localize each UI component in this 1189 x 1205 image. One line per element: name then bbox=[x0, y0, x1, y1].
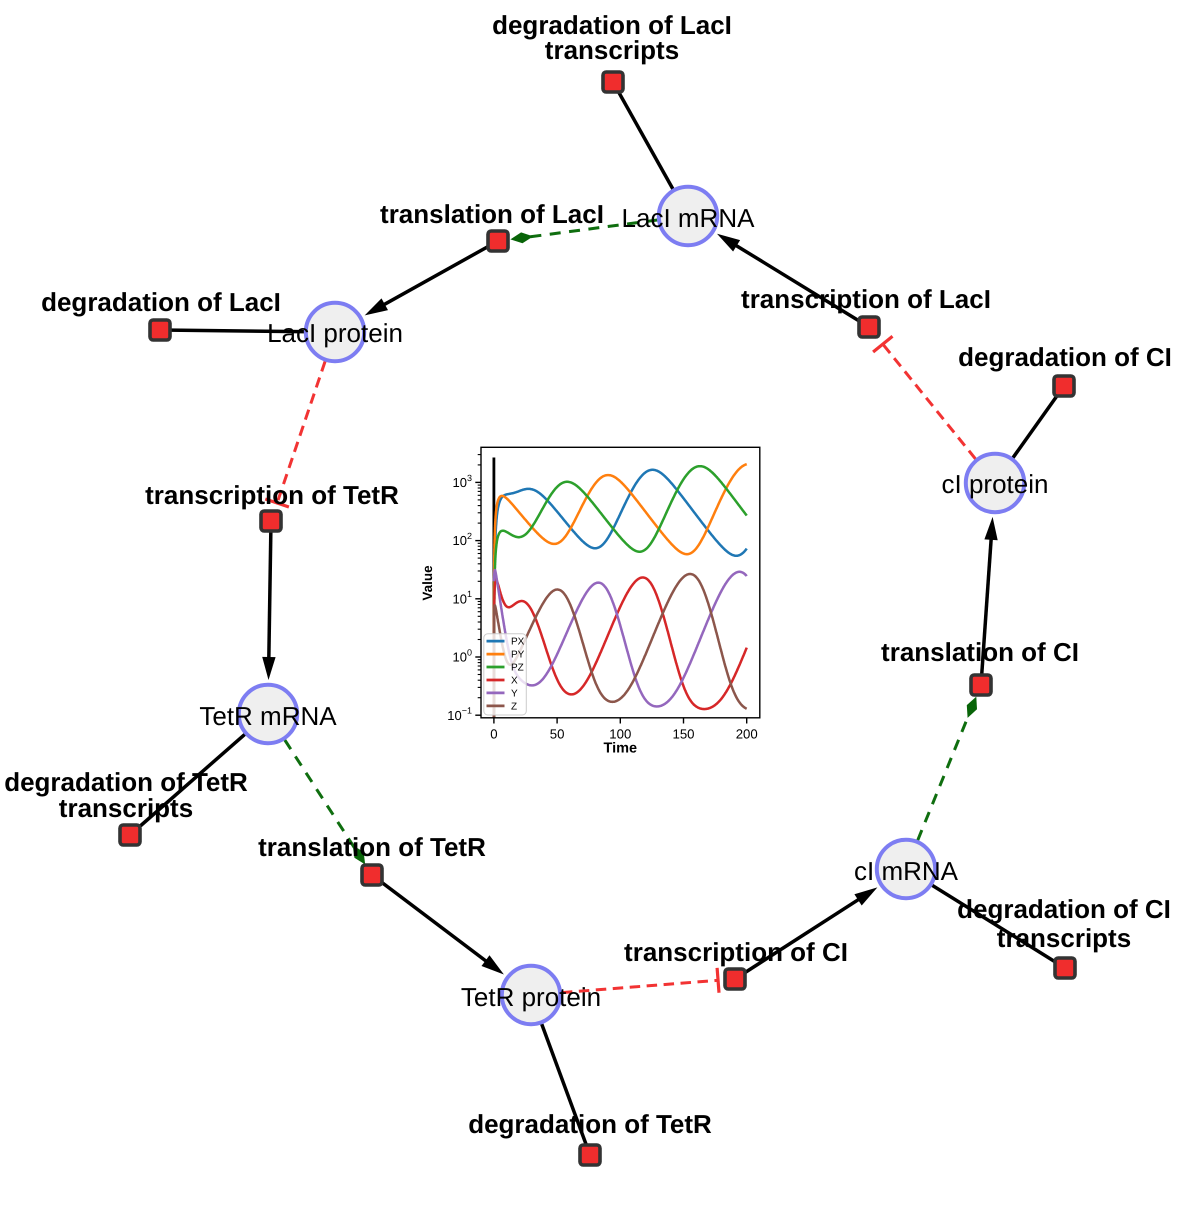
svg-text:150: 150 bbox=[672, 727, 694, 742]
svg-text:degradation of CI: degradation of CI bbox=[958, 342, 1172, 372]
svg-text:cI mRNA: cI mRNA bbox=[854, 856, 959, 886]
svg-text:degradation of LacI: degradation of LacI bbox=[492, 10, 732, 40]
svg-text:degradation of CI: degradation of CI bbox=[957, 894, 1171, 924]
svg-text:50: 50 bbox=[550, 727, 565, 742]
svg-text:100: 100 bbox=[609, 727, 631, 742]
svg-text:degradation of TetR: degradation of TetR bbox=[4, 767, 248, 797]
svg-text:PZ: PZ bbox=[511, 663, 524, 674]
svg-text:200: 200 bbox=[736, 727, 758, 742]
svg-text:transcripts: transcripts bbox=[59, 793, 193, 823]
svg-text:TetR protein: TetR protein bbox=[461, 982, 601, 1012]
svg-text:translation of CI: translation of CI bbox=[881, 637, 1079, 667]
svg-text:Z: Z bbox=[511, 701, 517, 712]
svg-text:cI protein: cI protein bbox=[942, 469, 1049, 499]
svg-text:transcription of TetR: transcription of TetR bbox=[145, 480, 399, 510]
svg-text:transcripts: transcripts bbox=[545, 35, 679, 65]
svg-text:LacI protein: LacI protein bbox=[267, 318, 403, 348]
svg-text:degradation of LacI: degradation of LacI bbox=[41, 287, 281, 317]
svg-text:Time: Time bbox=[604, 741, 638, 757]
svg-text:degradation of TetR: degradation of TetR bbox=[468, 1109, 712, 1139]
svg-text:transcripts: transcripts bbox=[997, 923, 1131, 953]
svg-text:translation of TetR: translation of TetR bbox=[258, 832, 486, 862]
svg-text:transcription of CI: transcription of CI bbox=[624, 937, 848, 967]
svg-text:Y: Y bbox=[511, 688, 518, 699]
svg-text:PX: PX bbox=[511, 637, 525, 648]
svg-text:transcription of LacI: transcription of LacI bbox=[741, 284, 991, 314]
svg-text:Value: Value bbox=[420, 565, 435, 601]
svg-text:X: X bbox=[511, 676, 518, 687]
svg-text:PY: PY bbox=[511, 650, 525, 661]
svg-text:0: 0 bbox=[490, 727, 497, 742]
svg-text:LacI mRNA: LacI mRNA bbox=[622, 203, 756, 233]
svg-text:translation of LacI: translation of LacI bbox=[380, 199, 604, 229]
svg-text:TetR mRNA: TetR mRNA bbox=[199, 701, 337, 731]
